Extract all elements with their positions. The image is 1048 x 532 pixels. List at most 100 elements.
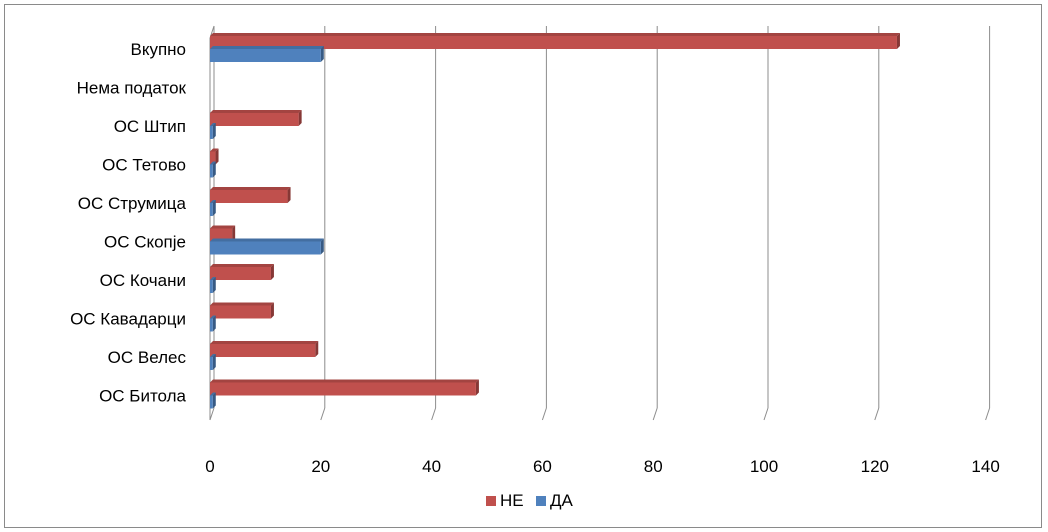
bar-front-face	[210, 267, 271, 280]
gridline-floor	[763, 407, 769, 421]
legend-swatch	[486, 496, 496, 506]
bar-ne	[210, 110, 302, 126]
bar-front-face	[210, 357, 213, 370]
bar-front-face	[210, 203, 213, 216]
gridline-floor	[431, 407, 437, 421]
bar-top-face	[210, 161, 216, 165]
bar-da	[210, 123, 216, 139]
gridline-floor	[209, 407, 215, 421]
bar-top-face	[210, 123, 216, 126]
bar-front-face	[210, 344, 316, 357]
bar-da	[210, 354, 216, 370]
category-label: ОС Тетово	[102, 156, 186, 175]
bar-ne	[210, 148, 219, 165]
x-tick-label: 80	[644, 457, 663, 476]
category-label: ОС Битола	[99, 387, 186, 406]
bar-front-face	[210, 49, 321, 62]
category-labels: Вкупно Нема податок ОС Штип ОС Тетово ОС Стр…	[70, 40, 186, 406]
bar-top-face	[210, 379, 479, 383]
bar-top-face	[210, 354, 216, 357]
category-label: Вкупно	[130, 40, 186, 59]
bar-top-face	[210, 238, 324, 242]
bar-front-face	[210, 280, 213, 293]
chart-frame	[4, 4, 1042, 528]
bar-front-face	[210, 395, 213, 409]
bar-da	[210, 315, 216, 332]
bar-da	[210, 277, 216, 293]
legend: НЕ ДА	[486, 491, 574, 510]
bar-da	[210, 46, 324, 62]
bar-top-face	[210, 200, 216, 203]
bar-front-face	[210, 164, 213, 178]
category-label: ОС Штип	[114, 117, 186, 136]
bar-end-face	[212, 123, 216, 139]
x-tick-label: 140	[971, 457, 999, 476]
x-tick-label: 120	[861, 457, 889, 476]
bar-ne	[210, 379, 479, 396]
category-label: ОС Кавадарци	[70, 310, 186, 329]
bar-ne	[210, 225, 236, 242]
category-label: ОС Кочани	[100, 271, 186, 290]
bar-end-face	[315, 341, 319, 357]
bar-end-face	[215, 148, 219, 165]
gridline-floor	[652, 407, 658, 421]
bar-end-face	[896, 33, 900, 49]
gridline-floor	[985, 407, 991, 421]
bar-front-face	[210, 318, 213, 332]
gridline-floor	[541, 407, 547, 421]
bar-front-face	[210, 151, 216, 165]
bar-da	[210, 238, 324, 255]
bar-top-face	[210, 225, 236, 229]
bar-end-face	[475, 379, 479, 396]
bar-ne	[210, 341, 319, 357]
bar-end-face	[270, 302, 274, 319]
legend-label: ДА	[550, 491, 574, 510]
bar-end-face	[212, 354, 216, 370]
bar-end-face	[212, 315, 216, 332]
bar-top-face	[210, 187, 291, 190]
bar-da	[210, 200, 216, 216]
category-label: ОС Струмица	[78, 194, 187, 213]
bar-end-face	[320, 238, 324, 255]
category-label: ОС Велес	[108, 348, 187, 367]
bar-end-face	[270, 264, 274, 280]
bar-front-face	[210, 241, 321, 255]
bar-front-face	[210, 228, 233, 242]
bar-top-face	[210, 33, 900, 36]
bar-ne	[210, 264, 274, 280]
bar-front-face	[210, 305, 271, 319]
bar-da	[210, 392, 216, 409]
bar-end-face	[212, 200, 216, 216]
bar-end-face	[212, 277, 216, 293]
x-tick-label: 60	[533, 457, 552, 476]
bar-top-face	[210, 46, 324, 49]
bar-top-face	[210, 148, 219, 152]
bar-top-face	[210, 110, 302, 113]
gridline-floor	[320, 407, 326, 421]
bar-da	[210, 161, 216, 178]
bar-top-face	[210, 392, 216, 396]
gridline-floor	[874, 407, 880, 421]
category-label: ОС Скопје	[104, 233, 186, 252]
category-label: Нема податок	[77, 79, 187, 98]
bar-ne	[210, 33, 900, 49]
legend-label: НЕ	[500, 491, 524, 510]
bar-end-face	[232, 225, 236, 242]
bar-front-face	[210, 382, 476, 396]
bar-end-face	[320, 46, 324, 62]
bar-end-face	[298, 110, 302, 126]
bar-top-face	[210, 277, 216, 280]
x-tick-label: 0	[205, 457, 214, 476]
gridlines	[209, 25, 991, 421]
bar-end-face	[287, 187, 291, 203]
x-tick-label: 40	[422, 457, 441, 476]
bar-end-face	[212, 161, 216, 178]
bar-top-face	[210, 264, 274, 267]
x-tick-label: 20	[311, 457, 330, 476]
bar-top-face	[210, 315, 216, 319]
bar-front-face	[210, 126, 213, 139]
bars	[210, 33, 900, 409]
x-tick-label: 100	[750, 457, 778, 476]
bar-end-face	[212, 392, 216, 409]
